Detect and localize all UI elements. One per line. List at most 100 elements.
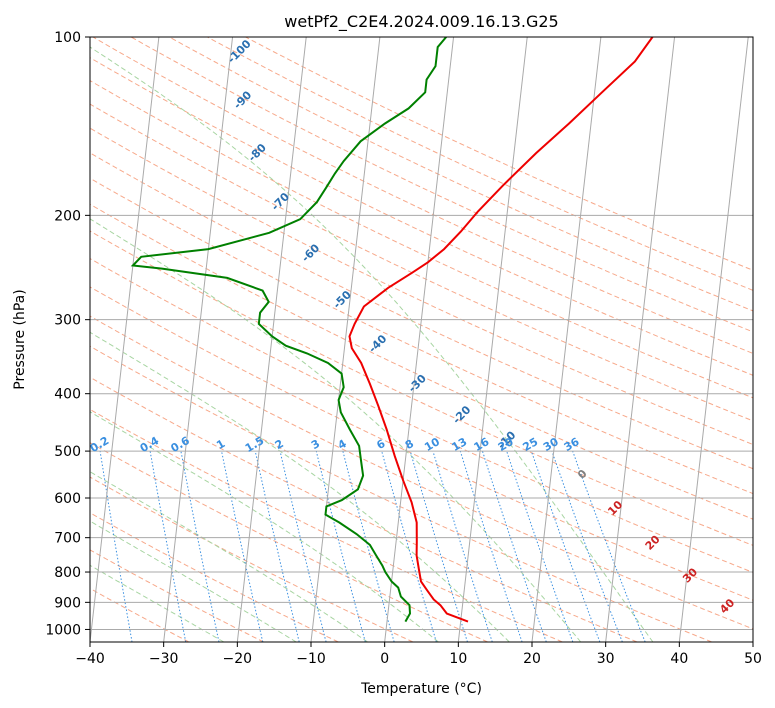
- y-tick-label: 1000: [45, 622, 81, 638]
- y-tick-label: 900: [54, 595, 81, 611]
- isotherm-line: [531, 37, 602, 642]
- dry-adiabat-line: [90, 103, 753, 422]
- y-tick-label: 100: [54, 30, 81, 46]
- y-tick-label: 200: [54, 208, 81, 224]
- mixing-ratio-label: 6: [374, 437, 387, 452]
- temperature-line: [348, 37, 654, 623]
- isotherm-line: [678, 37, 749, 642]
- dry-adiabat-line: [90, 376, 638, 642]
- moist-adiabat-line: [90, 218, 582, 642]
- isotherm-label: 40: [717, 596, 737, 616]
- mixing-ratio-line: [530, 450, 601, 642]
- mixing-ratio-line: [459, 450, 523, 642]
- dry-adiabat-line: [90, 476, 414, 642]
- isotherm-label: -100: [225, 37, 254, 66]
- isotherm-line: [0, 37, 12, 642]
- isotherm-line: [752, 637, 753, 642]
- dry-adiabat-line: [90, 549, 264, 642]
- isotherm-label: 10: [605, 498, 625, 518]
- dry-adiabat-line: [90, 442, 488, 642]
- dry-adiabat-line: [168, 37, 753, 312]
- dewpoint-line: [130, 37, 447, 623]
- y-axis-label: Pressure (hPa): [12, 289, 28, 389]
- axes: −40 −30 −20 −10 0 10 20 30 40 5010020030040050060…: [45, 30, 762, 667]
- mixing-ratio-label: 0.6: [169, 434, 193, 455]
- isotherm-line: [605, 37, 676, 642]
- dry-adiabat-line: [90, 408, 563, 642]
- dry-adiabat-line: [206, 37, 753, 291]
- y-tick-label: 700: [54, 531, 81, 547]
- moist-adiabat-line: [90, 471, 368, 642]
- x-tick-label: 10: [449, 651, 467, 667]
- dry-adiabat-line: [244, 37, 753, 271]
- x-tick-label: 40: [670, 651, 688, 667]
- dry-adiabat-line: [90, 127, 753, 446]
- y-tick-label: 600: [54, 491, 81, 507]
- dry-adiabat-line: [90, 587, 190, 642]
- isotherm-label: -80: [246, 141, 269, 164]
- plot-frame: [89, 36, 754, 643]
- y-tick-label: 500: [54, 444, 81, 460]
- mixing-ratio-label: 1: [214, 437, 227, 452]
- isoline-labels: -100-90-80-70-60-50-40-30-20-10010203040…: [88, 37, 737, 616]
- x-tick-label: 20: [523, 651, 541, 667]
- isotherm-line: [236, 37, 307, 642]
- isotherm-label: -30: [406, 372, 429, 395]
- y-tick-label: 400: [54, 387, 81, 403]
- x-tick-label: −40: [75, 651, 105, 667]
- isotherm-line: [384, 37, 455, 642]
- chart-title: wetPf2_C2E4.2024.009.16.13.G25: [284, 12, 558, 32]
- x-tick-label: 30: [597, 651, 615, 667]
- mixing-ratio-line: [551, 450, 623, 642]
- x-tick-label: 50: [744, 651, 762, 667]
- dry-adiabat-line: [90, 152, 753, 470]
- mixing-ratio-line: [481, 450, 547, 642]
- isotherm-label: -60: [299, 241, 322, 264]
- mixing-ratio-line: [279, 450, 327, 642]
- mixing-ratio-line: [315, 450, 366, 642]
- isotherm-label: 30: [680, 565, 700, 585]
- mixing-ratio-line: [254, 451, 300, 642]
- mixing-ratio-line: [221, 450, 264, 642]
- moist-adiabat-line: [90, 520, 297, 642]
- y-tick-label: 300: [54, 313, 81, 329]
- mixing-ratio-label: 1.5: [243, 434, 266, 455]
- x-tick-label: −10: [296, 651, 326, 667]
- mixing-ratio-line: [99, 451, 133, 642]
- dry-adiabat-line: [90, 80, 753, 399]
- isotherm-label: -20: [450, 403, 473, 426]
- dry-adiabat-line: [90, 203, 753, 520]
- dry-adiabat-line: [90, 177, 753, 495]
- dry-adiabat-line: [90, 230, 753, 546]
- background-grid: [0, 37, 753, 642]
- mixing-ratio-line: [432, 450, 493, 642]
- y-tick-label: 800: [54, 565, 81, 581]
- mixing-ratio-line: [409, 450, 468, 642]
- mixing-ratio-line: [506, 450, 574, 642]
- x-tick-label: 0: [380, 651, 389, 667]
- dry-adiabat-line: [90, 257, 753, 573]
- moist-adiabat-line: [90, 411, 439, 642]
- mixing-ratio-line: [149, 451, 187, 642]
- isotherm-label: 20: [643, 532, 663, 552]
- dry-adiabat-line: [90, 286, 753, 601]
- isotherm-line: [163, 37, 234, 642]
- mixing-ratio-label: 0.2: [88, 434, 111, 455]
- isotherm-label: 0: [575, 467, 590, 482]
- isotherm-line: [310, 37, 381, 642]
- sounding-series: [130, 37, 654, 623]
- mixing-ratio-line: [381, 450, 437, 642]
- mixing-ratio-label: 2: [273, 437, 286, 452]
- moist-adiabat-line: [90, 46, 654, 642]
- x-tick-label: −20: [223, 651, 253, 667]
- dry-adiabat-line: [130, 37, 753, 333]
- mixing-ratio-line: [342, 450, 395, 642]
- x-axis-label: Temperature (°C): [360, 681, 482, 697]
- isotherm-label: -90: [231, 88, 254, 111]
- mixing-ratio-line: [572, 450, 646, 642]
- dry-adiabat-line: [90, 57, 753, 376]
- x-tick-label: −30: [149, 651, 179, 667]
- mixing-ratio-label: 3: [309, 437, 322, 452]
- mixing-ratio-label: 4: [336, 437, 349, 452]
